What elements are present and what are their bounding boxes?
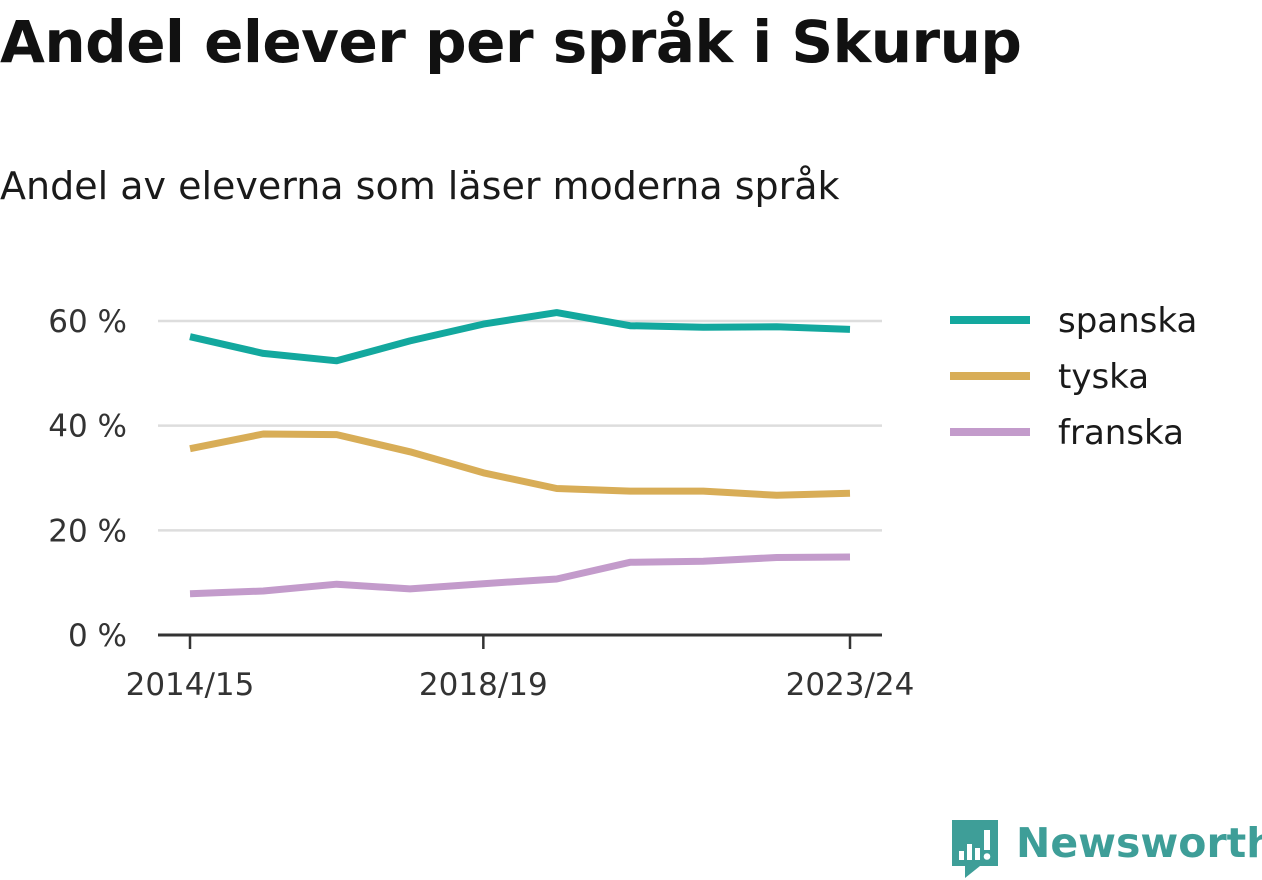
x-tick-label: 2018/19	[419, 667, 548, 703]
series-lines	[189, 309, 851, 598]
y-tick-label: 60 %	[48, 304, 127, 340]
newsworthy-logo: Newsworthy	[950, 818, 1262, 880]
series-line-tyska	[189, 430, 851, 499]
chart-subtitle: Andel av eleverna som läser moderna språ…	[0, 164, 840, 208]
legend-label-spanska: spanska	[1058, 301, 1197, 341]
brand-name: Newsworthy	[1016, 819, 1262, 867]
legend-label-tyska: tyska	[1058, 357, 1149, 397]
bar-chart-speech-bubble-icon	[952, 820, 998, 878]
line-chart: 0 % 20 % 40 % 60 % 2014/15 2018/19 2023/24 sp…	[48, 301, 1197, 703]
chart-title: Andel elever per språk i Skurup	[0, 8, 1022, 76]
x-axis-labels: 2014/15 2018/19 2023/24	[126, 667, 915, 703]
legend: spanska tyska franska	[950, 301, 1197, 453]
legend-label-franska: franska	[1058, 413, 1184, 453]
series-line-spanska	[189, 309, 851, 365]
series-line-franska	[189, 553, 851, 598]
x-axis	[158, 633, 882, 649]
x-tick-label: 2023/24	[786, 667, 915, 703]
y-axis-labels: 0 % 20 % 40 % 60 %	[48, 304, 127, 654]
y-tick-label: 40 %	[48, 409, 127, 445]
y-tick-label: 20 %	[48, 513, 127, 549]
y-tick-label: 0 %	[68, 618, 127, 654]
x-tick-label: 2014/15	[126, 667, 255, 703]
